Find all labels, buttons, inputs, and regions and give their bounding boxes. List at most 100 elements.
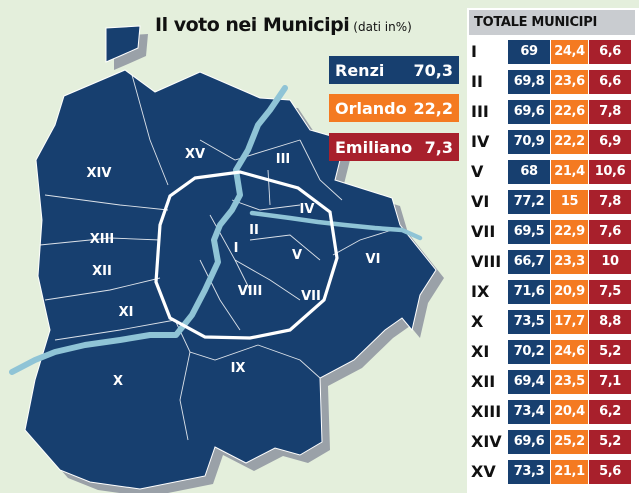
emiliano-cell: 10 [589,250,631,274]
row-municipio-label: IV [471,132,490,151]
map-label-i: I [234,241,239,256]
map-labels: I II III IV V VI VII VIII IX X XI XII XI… [87,147,381,389]
map-label-v: V [292,248,302,263]
row-municipio-label: II [471,72,483,91]
emiliano-cell: 7,6 [589,220,631,244]
map-label-iv: IV [300,202,315,217]
row-municipio-label: VIII [471,252,502,271]
table-row: VI 77,2 15 7,8 [467,188,639,216]
orlando-cell: 21,4 [551,160,588,184]
map-label-x: X [113,374,123,389]
row-municipio-label: I [471,42,477,61]
legend-renzi-value: 70,3 [413,60,453,80]
renzi-cell: 66,7 [508,250,550,274]
table-row: X 73,5 17,7 8,8 [467,308,639,336]
emiliano-cell: 5,2 [589,430,631,454]
legend-emiliano-name: Emiliano [335,137,413,157]
map-label-xi: XI [119,305,134,320]
row-municipio-label: X [471,312,484,331]
table-row: III 69,6 22,6 7,8 [467,98,639,126]
table-row: IX 71,6 20,9 7,5 [467,278,639,306]
legend-renzi: Renzi 70,3 [329,56,459,84]
renzi-cell: 69,6 [508,430,550,454]
renzi-cell: 68 [508,160,550,184]
table-row: V 68 21,4 10,6 [467,158,639,186]
orlando-cell: 17,7 [551,310,588,334]
legend-orlando-name: Orlando [335,98,407,118]
renzi-cell: 69,8 [508,70,550,94]
legend-orlando-value: 22,2 [413,98,453,118]
emiliano-cell: 5,2 [589,340,631,364]
orlando-cell: 15 [551,190,588,214]
row-municipio-label: XI [471,342,490,361]
legend-renzi-name: Renzi [335,60,385,80]
map-title: Il voto nei Municipi (dati in%) [155,14,412,36]
table-row: II 69,8 23,6 6,6 [467,68,639,96]
row-municipio-label: XIII [471,402,502,421]
emiliano-cell: 7,8 [589,100,631,124]
renzi-cell: 70,2 [508,340,550,364]
map-subtitle: (dati in%) [353,20,412,34]
table-row: XV 73,3 21,1 5,6 [467,458,639,486]
legend-orlando: Orlando 22,2 [329,94,459,122]
renzi-cell: 70,9 [508,130,550,154]
ring-road-gra [154,170,339,340]
tiber-river [9,85,288,375]
renzi-cell: 77,2 [508,190,550,214]
table-row: IV 70,9 22,2 6,9 [467,128,639,156]
legend-emiliano: Emiliano 7,3 [329,133,459,161]
table-row: XII 69,4 23,5 7,1 [467,368,639,396]
orlando-cell: 24,6 [551,340,588,364]
map-label-iii: III [276,152,291,167]
emiliano-cell: 10,6 [589,160,631,184]
map-label-ii: II [249,223,259,238]
emiliano-cell: 6,9 [589,130,631,154]
emiliano-cell: 7,5 [589,280,631,304]
map-label-xiv: XIV [87,166,112,181]
table-row: VIII 66,7 23,3 10 [467,248,639,276]
map-title-text: Il voto nei Municipi [155,14,350,36]
map-label-viii: VIII [238,284,263,299]
renzi-cell: 71,6 [508,280,550,304]
row-municipio-label: XII [471,372,496,391]
row-municipio-label: V [471,162,484,181]
emiliano-cell: 6,6 [589,70,631,94]
renzi-cell: 73,4 [508,400,550,424]
municipi-boundaries [39,74,393,441]
emiliano-cell: 6,6 [589,40,631,64]
table-row: XIII 73,4 20,4 6,2 [467,398,639,426]
orlando-cell: 20,9 [551,280,588,304]
row-municipio-label: III [471,102,489,121]
map-label-vi: VI [366,252,381,267]
table-row: XI 70,2 24,6 5,2 [467,338,639,366]
map-label-xii: XII [92,264,112,279]
emiliano-cell: 5,6 [589,460,631,484]
orlando-cell: 25,2 [551,430,588,454]
table-row: I 69 24,4 6,6 [467,38,639,66]
row-municipio-label: IX [471,282,490,301]
table-row: VII 69,5 22,9 7,6 [467,218,639,246]
emiliano-cell: 7,8 [589,190,631,214]
row-municipio-label: XV [471,462,496,481]
renzi-cell: 73,5 [508,310,550,334]
renzi-cell: 69,4 [508,370,550,394]
map-label-vii: VII [301,289,321,304]
row-municipio-label: VI [471,192,490,211]
renzi-cell: 69 [508,40,550,64]
totals-table: TOTALE MUNICIPI I 69 24,4 6,6 II 69,8 23… [467,8,639,493]
row-municipio-label: XIV [471,432,502,451]
renzi-cell: 69,5 [508,220,550,244]
table-row: XIV 69,6 25,2 5,2 [467,428,639,456]
rivers [9,85,423,375]
orlando-cell: 23,5 [551,370,588,394]
aniene-river [249,210,423,241]
orlando-cell: 22,6 [551,100,588,124]
map-label-xv: XV [185,147,205,162]
emiliano-cell: 7,1 [589,370,631,394]
table-header: TOTALE MUNICIPI [469,10,635,35]
orlando-cell: 22,9 [551,220,588,244]
map-label-xiii: XIII [90,232,115,247]
emiliano-cell: 6,2 [589,400,631,424]
renzi-cell: 69,6 [508,100,550,124]
row-municipio-label: VII [471,222,496,241]
